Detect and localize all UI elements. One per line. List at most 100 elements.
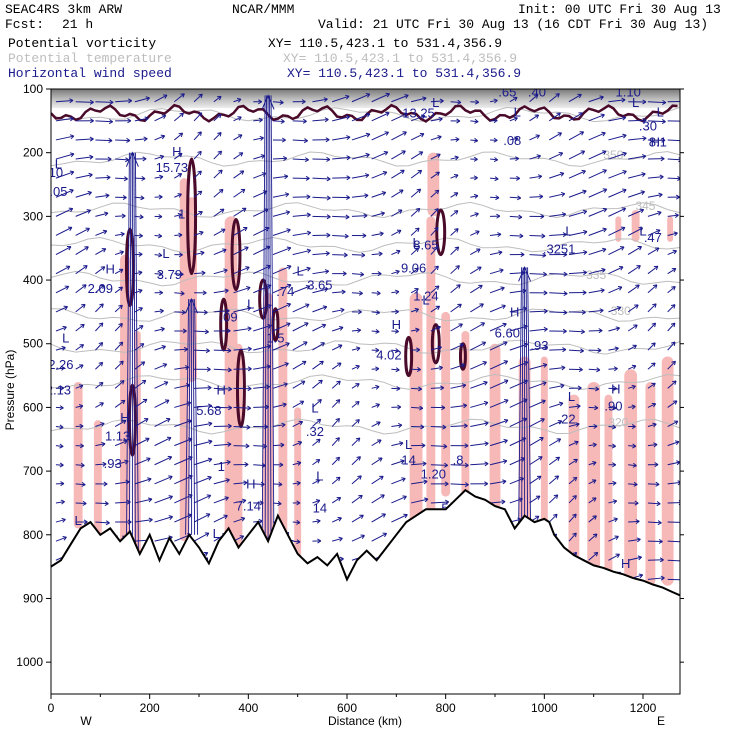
wind-vector (351, 254, 365, 256)
wind-arrowhead (177, 212, 183, 218)
wind-arrowhead (515, 156, 520, 162)
wind-vector (490, 233, 502, 236)
pv-contour (404, 335, 414, 378)
wind-arrowhead (463, 423, 468, 429)
wind-arrowhead (424, 497, 429, 503)
wind-arrowhead (223, 268, 228, 274)
wind-vector (331, 399, 341, 408)
wind-arrowhead (402, 495, 407, 500)
wind-arrowhead (148, 517, 153, 523)
wind-arrowhead (600, 288, 605, 293)
wind-arrowhead (98, 322, 104, 327)
wind-vector (312, 196, 331, 199)
wind-vector (588, 461, 597, 466)
wind-vector (174, 366, 189, 370)
wind-arrowhead (283, 174, 289, 180)
wind-vector (174, 273, 184, 275)
wind-arrowhead (484, 461, 489, 467)
wind-vector (608, 266, 624, 275)
wind-arrowhead (168, 475, 173, 480)
wind-arrowhead (358, 290, 363, 296)
extremum-label: L (247, 297, 254, 312)
wind-arrowhead (678, 157, 680, 163)
wind-arrowhead (207, 475, 212, 481)
wind-arrowhead (453, 173, 459, 179)
wind-vector (588, 497, 597, 504)
wind-arrowhead (536, 154, 541, 160)
wind-arrowhead (68, 207, 74, 213)
wind-arrowhead (535, 495, 541, 500)
wind-vector (548, 513, 558, 523)
wind-vector (450, 156, 459, 160)
pv-shading (294, 407, 302, 567)
wind-vector (194, 387, 212, 389)
wind-arrowhead (572, 532, 577, 538)
wind-vector (667, 304, 676, 313)
wind-arrowhead (655, 229, 661, 234)
wind-vector (332, 309, 345, 313)
wind-arrowhead (681, 559, 685, 563)
wind-arrowhead (651, 362, 656, 367)
wind-vector (114, 341, 124, 351)
extremum-label: L (213, 526, 220, 541)
wind-arrowhead (543, 308, 548, 314)
wind-arrowhead (69, 134, 75, 140)
updraft-vector (192, 299, 196, 535)
wind-arrowhead (671, 285, 676, 291)
wind-vector (647, 322, 656, 332)
wind-vector (193, 170, 202, 179)
wind-vector (647, 303, 657, 313)
wind-arrowhead (475, 230, 480, 235)
contour-value-label: .65 (498, 85, 516, 100)
wind-vector (312, 438, 321, 447)
wind-vector (450, 210, 459, 217)
wind-arrowhead (59, 443, 64, 449)
field-wind-xy: XY= 110.5,423.1 to 531.4,356.9 (287, 66, 522, 81)
wind-arrowhead (335, 476, 341, 482)
wind-arrowhead (622, 151, 627, 157)
wind-arrowhead (394, 289, 400, 295)
theta-isentrope (51, 151, 680, 167)
wind-arrowhead (316, 418, 322, 424)
wind-vector (75, 156, 94, 160)
wind-vector (371, 131, 389, 141)
wind-vector (568, 210, 587, 217)
wind-arrowhead (614, 346, 619, 352)
wind-arrowhead (244, 246, 249, 251)
x-tick-label: 800 (436, 701, 456, 715)
wind-vector (450, 284, 461, 294)
wind-vector (588, 552, 599, 561)
wind-arrowhead (158, 271, 163, 277)
wind-vector (450, 483, 469, 486)
wind-arrowhead (204, 532, 210, 537)
wind-arrowhead (326, 176, 331, 182)
wind-vector (628, 209, 644, 217)
wind-arrowhead (444, 462, 449, 468)
wind-arrowhead (383, 150, 389, 156)
wind-vector (55, 135, 74, 141)
wind-arrowhead (222, 248, 227, 254)
wind-arrowhead (86, 209, 91, 214)
wind-vector (529, 175, 542, 179)
y-axis-title: Pressure (hPa) (3, 350, 17, 431)
wind-arrowhead (518, 214, 523, 220)
wind-arrowhead (414, 247, 420, 252)
wind-arrowhead (659, 557, 664, 563)
wind-vector (154, 310, 164, 313)
wind-arrowhead (602, 188, 608, 193)
wind-vector (647, 362, 656, 370)
wind-arrowhead (157, 233, 163, 239)
wind-vector (529, 310, 548, 313)
field-pv-xy: XY= 110.5,423.1 to 531.4,356.9 (268, 36, 503, 51)
wind-arrowhead (661, 137, 666, 143)
wind-arrowhead (99, 284, 105, 290)
wind-vector (588, 96, 604, 103)
wind-vector (213, 113, 222, 122)
wind-arrowhead (394, 309, 399, 315)
wind-arrowhead (79, 344, 85, 349)
wind-vector (331, 456, 340, 466)
wind-vector (154, 381, 169, 389)
wind-arrowhead (671, 268, 677, 273)
wind-vector (193, 131, 202, 141)
wind-arrowhead (306, 230, 312, 236)
